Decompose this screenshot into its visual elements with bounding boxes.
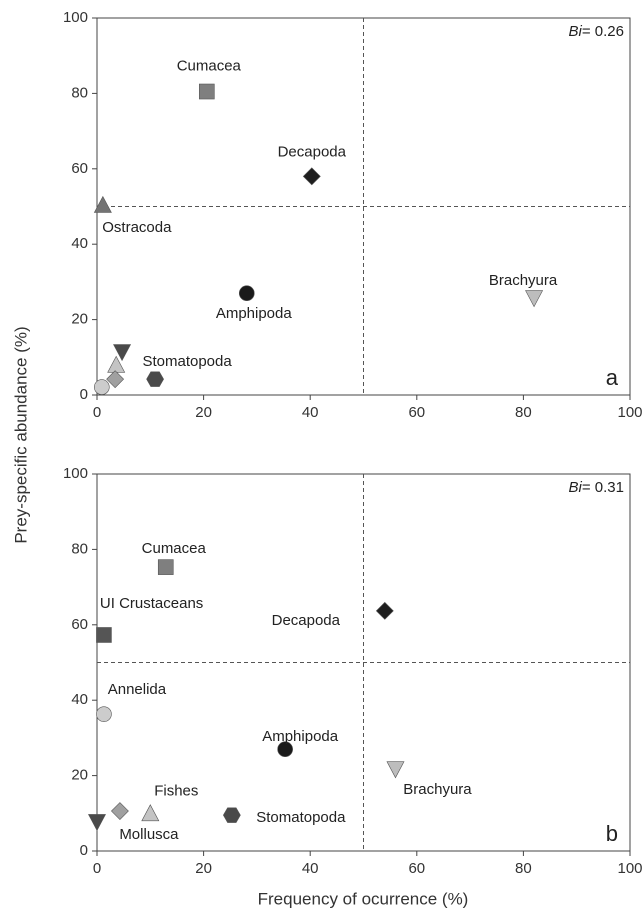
annotation: Bi= 0.31 xyxy=(569,479,624,496)
annotation-text: = 0.26 xyxy=(582,23,624,40)
marker xyxy=(375,601,394,620)
x-tick-label: 40 xyxy=(302,860,319,877)
x-tick-label: 80 xyxy=(515,404,532,421)
marker xyxy=(110,802,129,820)
marker xyxy=(96,627,112,643)
x-axis-title: Frequency of ocurrence (%) xyxy=(258,889,469,908)
point-label: Amphipoda xyxy=(216,305,293,322)
x-tick-label: 80 xyxy=(515,860,532,877)
point-label: Annelida xyxy=(108,681,167,698)
x-tick-label: 0 xyxy=(93,860,101,877)
marker xyxy=(141,804,160,822)
point-label: UI Crustaceans xyxy=(100,595,203,612)
x-tick-label: 40 xyxy=(302,404,319,421)
y-axis-title: Prey-specific abundance (%) xyxy=(11,326,30,543)
annotation-italic: Bi xyxy=(569,23,583,40)
y-tick-label: 80 xyxy=(71,540,88,557)
annotation-text: = 0.31 xyxy=(582,479,624,496)
marker xyxy=(88,814,106,832)
y-tick-label: 20 xyxy=(71,311,88,328)
marker xyxy=(198,83,215,100)
marker xyxy=(93,379,110,395)
y-tick-label: 60 xyxy=(71,616,88,633)
marker xyxy=(106,370,125,389)
marker xyxy=(157,559,174,575)
marker xyxy=(146,371,164,387)
x-tick-label: 100 xyxy=(617,860,642,877)
x-tick-label: 0 xyxy=(93,404,101,421)
x-tick-label: 20 xyxy=(195,404,212,421)
x-tick-label: 20 xyxy=(195,860,212,877)
x-tick-label: 60 xyxy=(408,404,425,421)
marker xyxy=(386,761,405,779)
annotation: Bi= 0.26 xyxy=(569,23,624,40)
point-label: Cumacea xyxy=(142,540,207,557)
y-tick-label: 100 xyxy=(63,9,88,26)
point-label: Stomatopoda xyxy=(142,353,232,370)
marker xyxy=(113,344,132,362)
marker xyxy=(223,807,241,823)
panel-letter: b xyxy=(606,821,618,846)
point-label: Decapoda xyxy=(278,143,347,160)
point-label: Fishes xyxy=(154,782,198,799)
point-label: Brachyura xyxy=(403,781,472,798)
point-label: Amphipoda xyxy=(262,728,339,745)
y-tick-label: 60 xyxy=(71,160,88,177)
y-tick-label: 40 xyxy=(71,691,88,708)
point-label: Ostracoda xyxy=(102,219,172,236)
marker xyxy=(525,290,544,308)
annotation-italic: Bi xyxy=(569,479,583,496)
point-label: Brachyura xyxy=(489,272,558,289)
point-label: Stomatopoda xyxy=(256,809,346,826)
marker xyxy=(238,285,255,302)
point-label: Decapoda xyxy=(272,612,341,629)
panel-letter: a xyxy=(606,365,619,390)
y-tick-label: 0 xyxy=(80,842,88,859)
marker xyxy=(96,706,112,722)
y-tick-label: 0 xyxy=(80,386,88,403)
marker xyxy=(93,195,112,213)
point-label: Cumacea xyxy=(177,57,242,74)
y-tick-label: 40 xyxy=(71,235,88,252)
x-tick-label: 100 xyxy=(617,404,642,421)
point-label: Mollusca xyxy=(119,826,179,843)
y-tick-label: 80 xyxy=(71,84,88,101)
marker xyxy=(277,741,293,758)
x-tick-label: 60 xyxy=(408,860,425,877)
y-tick-label: 100 xyxy=(63,465,88,482)
marker xyxy=(302,167,321,186)
y-tick-label: 20 xyxy=(71,767,88,784)
